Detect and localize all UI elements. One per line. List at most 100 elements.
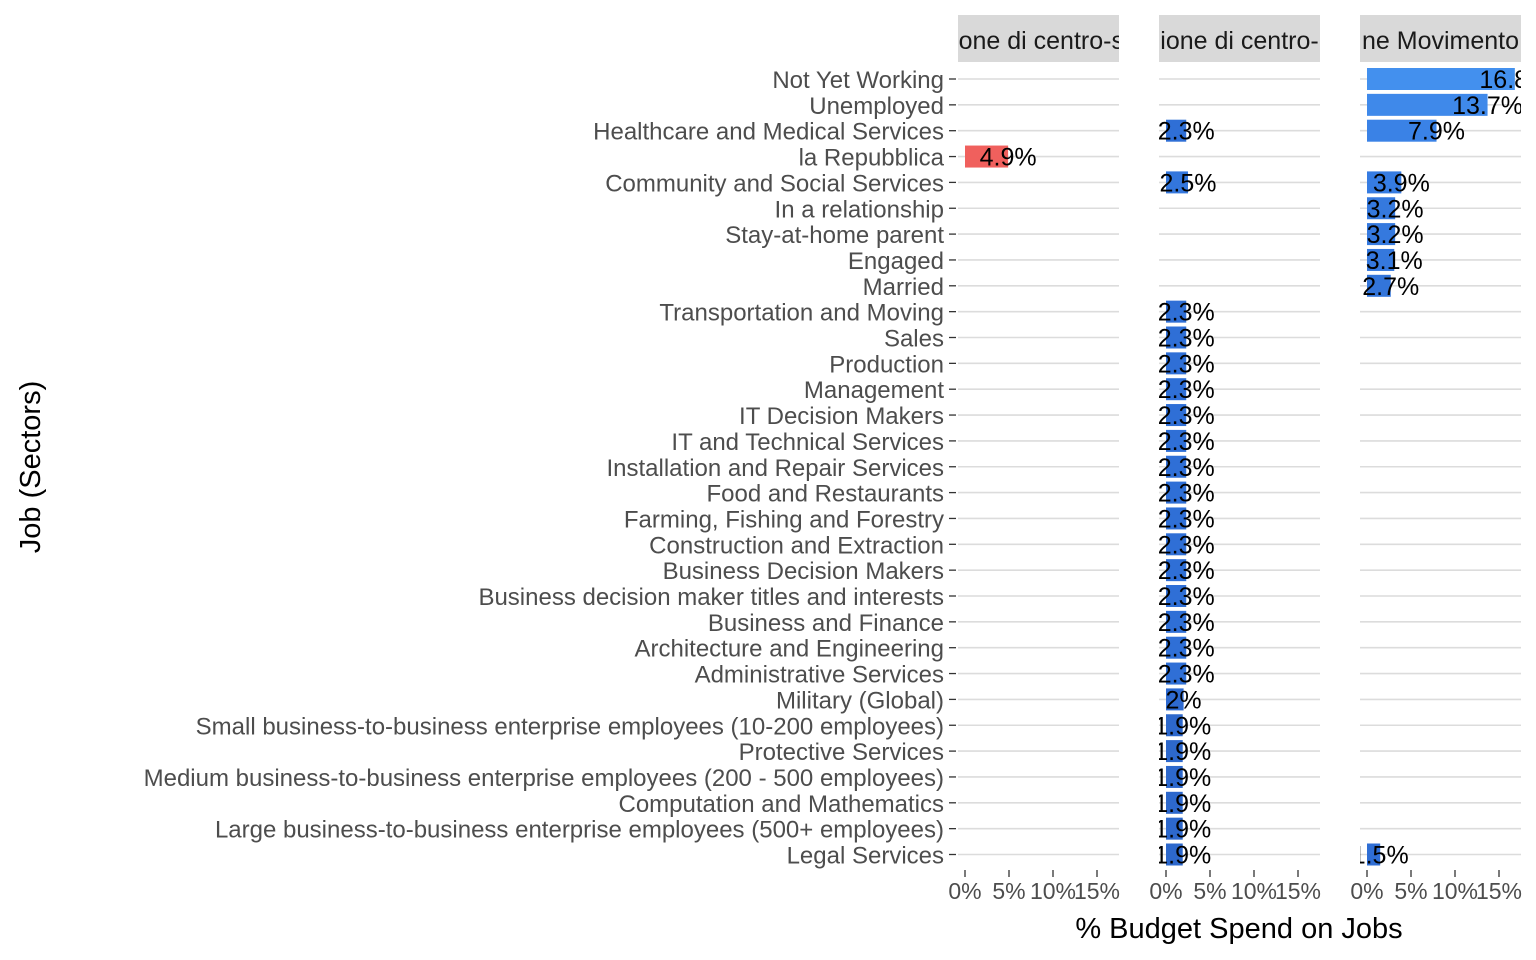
x-tick-label: 15% <box>1074 878 1120 904</box>
bar <box>1166 404 1187 427</box>
bar <box>1166 791 1183 814</box>
bar-value-label: 2.7% <box>1362 273 1419 301</box>
bar <box>1166 481 1187 504</box>
y-tick-label: IT and Technical Services <box>671 429 944 456</box>
y-tick-label: Engaged <box>848 248 944 275</box>
bar-value-label: 2.3% <box>1158 299 1215 327</box>
y-tick-label: Management <box>804 377 944 404</box>
bar <box>1367 223 1396 246</box>
y-tick-label: IT Decision Makers <box>739 403 944 430</box>
bar-value-label: 2.3% <box>1158 531 1215 559</box>
y-tick-label: Healthcare and Medical Services <box>593 119 944 146</box>
bar <box>1166 378 1187 401</box>
panel-strips: ione di centro-s ione di centro-ne Movime… <box>953 15 1521 62</box>
x-tick-label: 5% <box>992 878 1025 904</box>
bar <box>1166 636 1187 659</box>
bar-value-label: 2.3% <box>1158 118 1215 146</box>
bar-value-label: 2.3% <box>1158 402 1215 430</box>
y-tick-label: Computation and Mathematics <box>619 791 945 818</box>
y-tick-label: In a relationship <box>775 196 944 223</box>
bar-value-label: 3.9% <box>1373 169 1430 197</box>
bar-value-label: 4.9% <box>980 144 1037 172</box>
bar-value-label: 13.7% <box>1452 92 1523 120</box>
bar-value-label: 3.1% <box>1366 247 1423 275</box>
y-tick-label: Transportation and Moving <box>659 300 944 327</box>
panel-title: ione di centro- <box>1160 27 1318 55</box>
bar <box>1166 688 1184 711</box>
bar-value-label: 1.9% <box>1154 738 1211 766</box>
bar-value-label: 2.3% <box>1158 583 1215 611</box>
bar <box>1166 843 1183 866</box>
y-tick-label: Legal Services <box>787 843 944 870</box>
bar <box>1166 610 1187 633</box>
bar <box>1367 843 1381 866</box>
bars <box>965 68 1515 866</box>
y-tick-label: Business Decision Makers <box>663 558 944 585</box>
data-labels: 4.9%2.3%2.5%2.3%2.3%2.3%2.3%2.3%2.3%2.3%… <box>980 66 1536 870</box>
panel-strip <box>958 15 1119 62</box>
bar-value-label: 1.9% <box>1154 764 1211 792</box>
bar <box>1166 533 1187 556</box>
bar-value-label: 2.3% <box>1158 454 1215 482</box>
bar <box>1166 817 1183 840</box>
y-tick-label: Business decision maker titles and inter… <box>478 584 944 611</box>
bar <box>965 145 1009 168</box>
bar <box>1166 300 1187 323</box>
y-tick-label: Production <box>829 351 944 378</box>
bar-value-label: 2.3% <box>1158 661 1215 689</box>
y-tick-label: Community and Social Services <box>605 170 944 197</box>
y-tick-label: Business and Finance <box>708 610 944 637</box>
bar <box>1166 352 1187 375</box>
bar-value-label: 2.3% <box>1158 557 1215 585</box>
bar <box>1166 429 1187 452</box>
x-tick-label: 0% <box>1149 878 1182 904</box>
bar-value-label: 7.9% <box>1408 118 1465 146</box>
bar-value-label: 1.9% <box>1154 816 1211 844</box>
y-tick-label: Small business-to-business enterprise em… <box>196 713 944 740</box>
bar-value-label: 1.9% <box>1154 790 1211 818</box>
bar <box>1166 507 1187 530</box>
bar-value-label: 2.3% <box>1158 350 1215 378</box>
x-axis-title: % Budget Spend on Jobs <box>1075 913 1402 945</box>
x-tick-label: 15% <box>1275 878 1321 904</box>
x-tick-label: 10% <box>1231 878 1277 904</box>
bar <box>1166 662 1187 685</box>
bar-value-label: 1.5% <box>1352 842 1409 870</box>
x-tick-label: 5% <box>1394 878 1427 904</box>
bar-value-label: 2.3% <box>1158 376 1215 404</box>
gridlines <box>958 78 1521 856</box>
bar <box>1166 171 1188 194</box>
y-tick-label: Farming, Fishing and Forestry <box>624 506 944 533</box>
bar-value-label: 3.2% <box>1367 195 1424 223</box>
y-tick-label: Administrative Services <box>695 662 944 689</box>
y-tick-label: Large business-to-business enterprise em… <box>215 817 944 844</box>
x-tick-label: 0% <box>1350 878 1383 904</box>
bar <box>1166 740 1183 763</box>
y-tick-label: Protective Services <box>739 739 944 766</box>
bar-value-label: 16.8% <box>1479 66 1536 94</box>
bar <box>1367 248 1395 271</box>
bar <box>1166 585 1187 607</box>
y-tick-label: Stay-at-home parent <box>725 222 944 249</box>
bar <box>1166 455 1187 478</box>
bar <box>1367 274 1391 297</box>
panel-title: ione di centro-s <box>953 27 1124 55</box>
x-tick-label: 0% <box>948 878 981 904</box>
panel-strip <box>1360 15 1521 62</box>
bar-value-label: 2.3% <box>1158 635 1215 663</box>
y-tick-label: Construction and Extraction <box>649 532 944 559</box>
bar <box>1367 119 1437 142</box>
bar-value-label: 2.3% <box>1158 480 1215 508</box>
y-tick-label: Medium business-to-business enterprise e… <box>144 765 944 792</box>
bar-value-label: 2.3% <box>1158 505 1215 533</box>
bar-value-label: 3.2% <box>1367 221 1424 249</box>
y-tick-label: Architecture and Engineering <box>634 636 944 663</box>
bar-value-label: 1.9% <box>1154 842 1211 870</box>
x-axis-ticks: 0% 5% 10%15% 0% 5% 10%15% 0% 5% 10%15% <box>948 870 1522 904</box>
x-tick-label: 15% <box>1476 878 1522 904</box>
bar-value-label: 2.3% <box>1158 428 1215 456</box>
bar <box>1166 326 1187 349</box>
y-tick-label: Not Yet Working <box>772 67 944 94</box>
bar-value-label: 2.5% <box>1160 169 1217 197</box>
